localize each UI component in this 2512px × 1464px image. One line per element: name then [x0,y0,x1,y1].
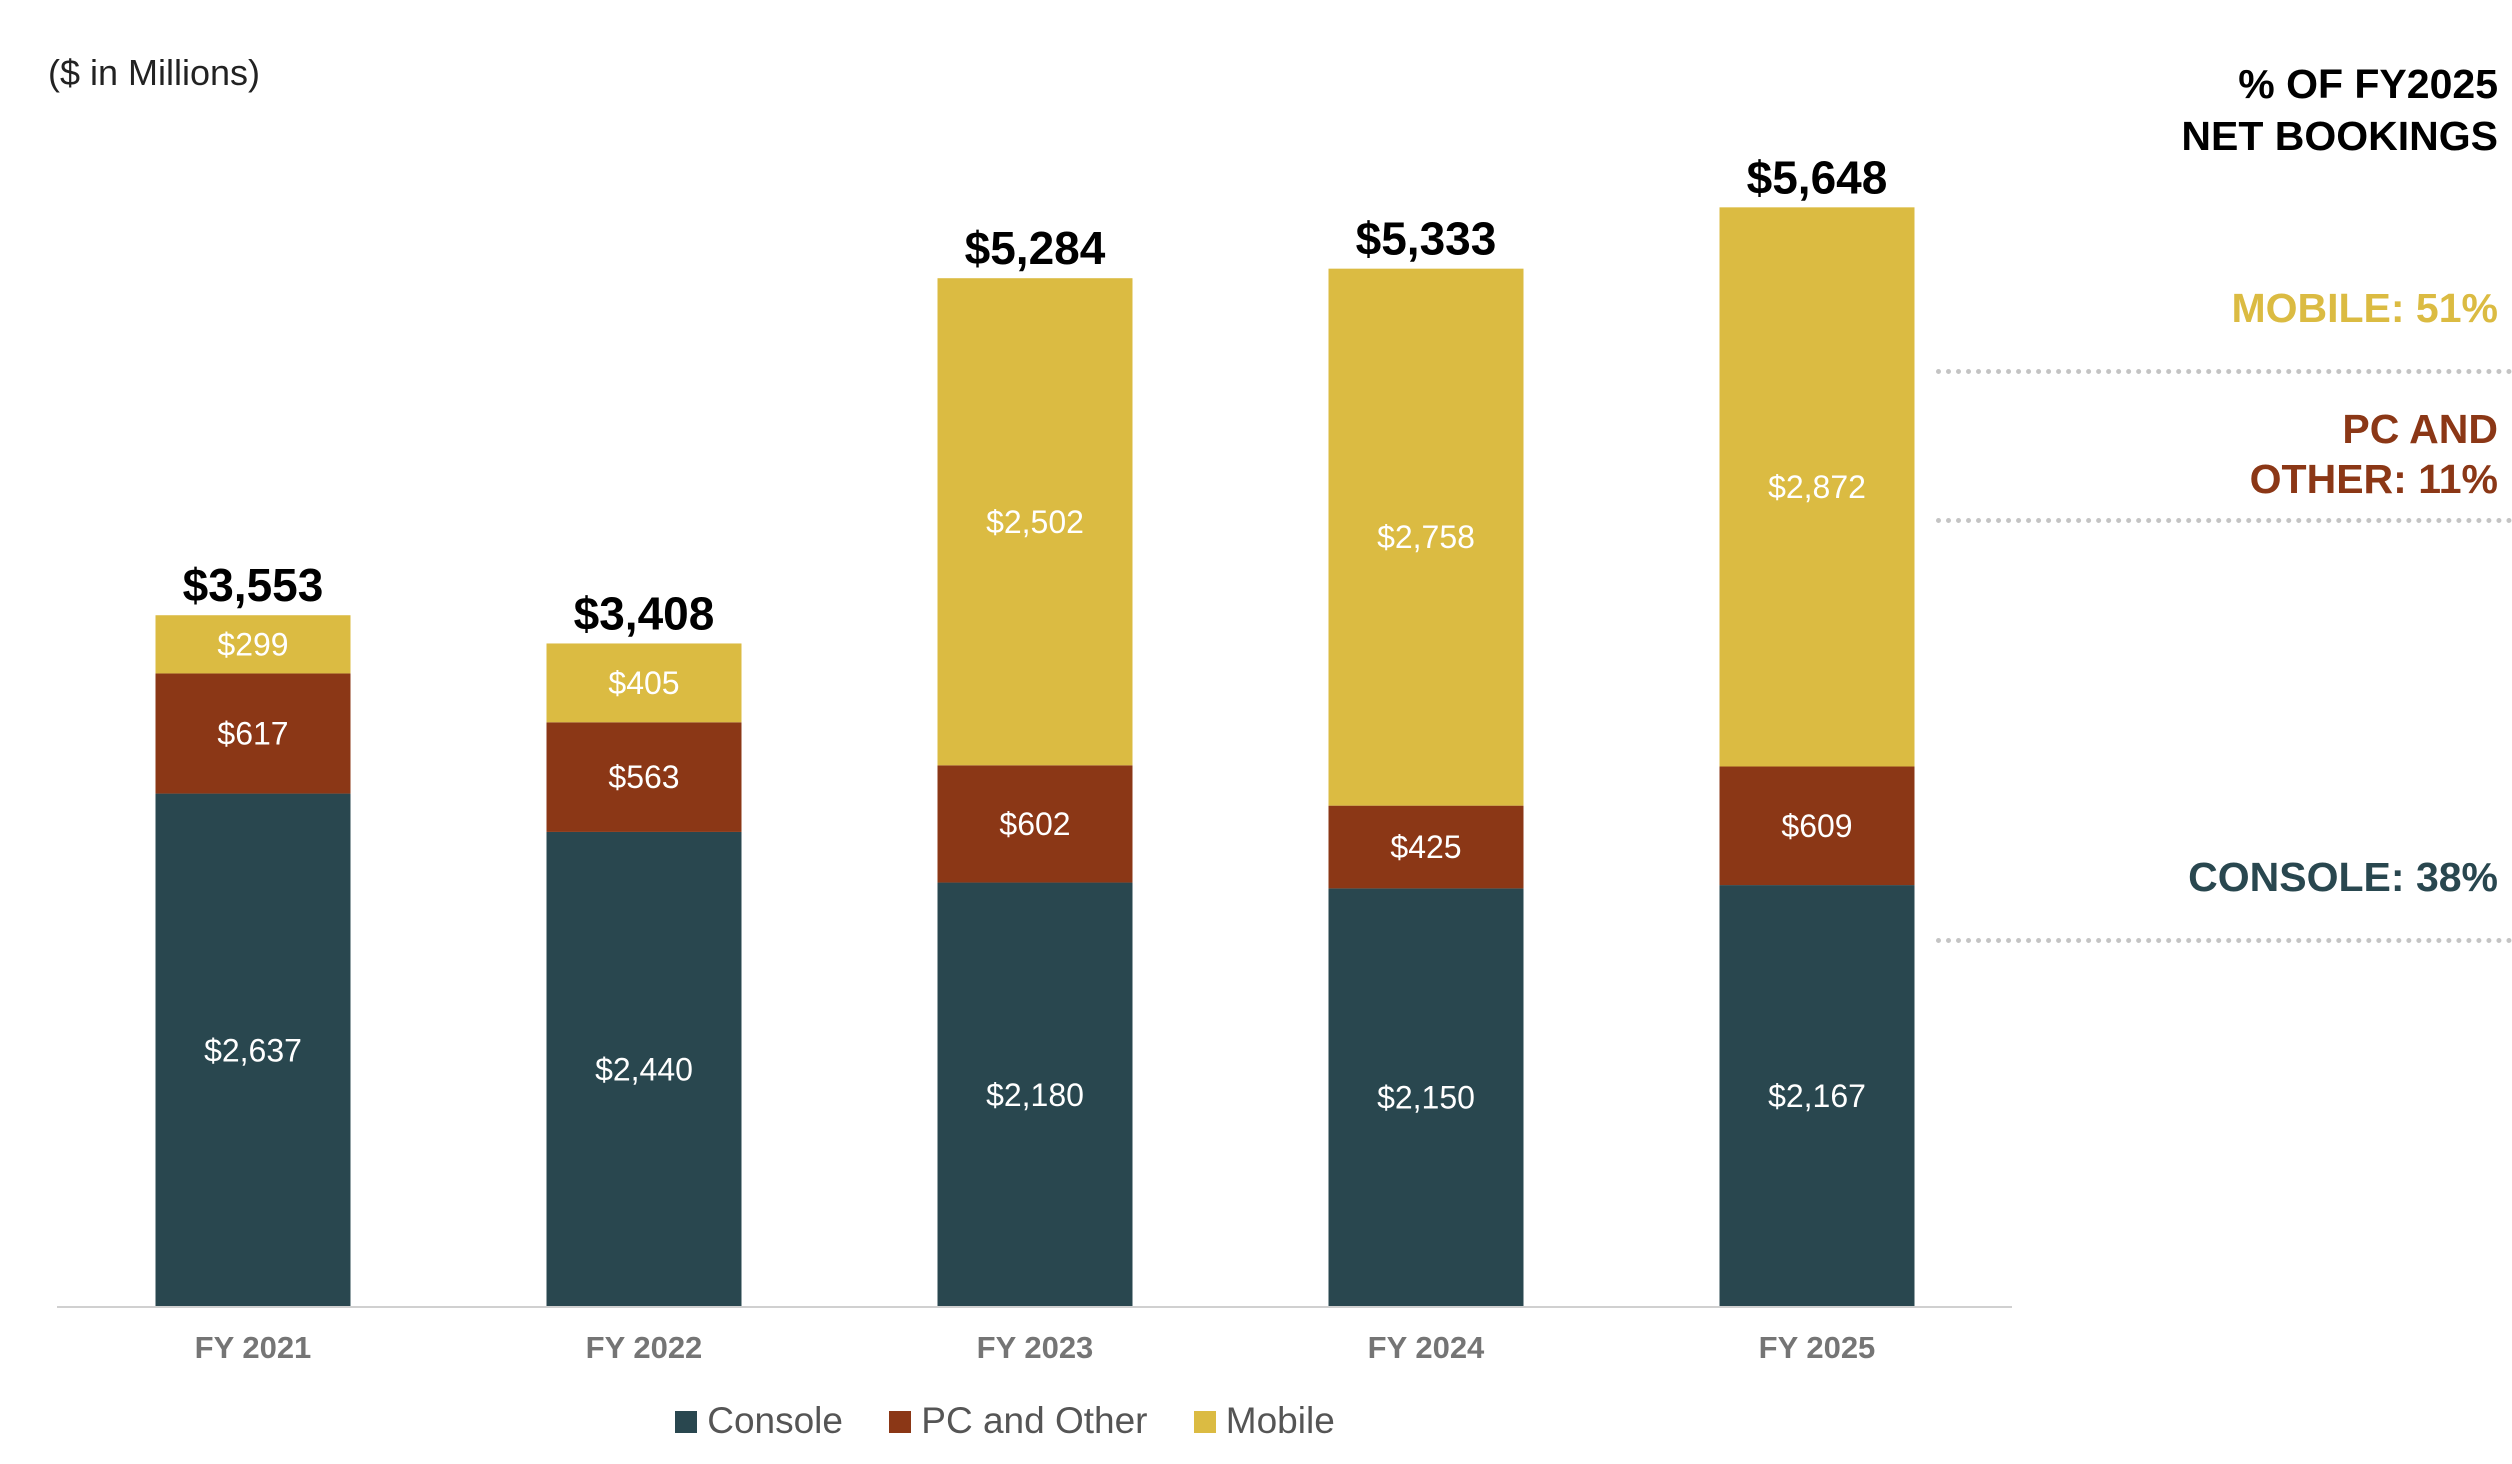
legend-swatch-mobile [1193,1411,1216,1433]
console-share-label: CONSOLE: 38% [1898,852,2498,902]
pc-share-text-line2: OTHER: 11% [2249,456,2498,502]
bar-segment-console-fy-2023 [937,882,1133,1307]
legend-label-mobile: Mobile [1225,1400,1335,1441]
bar-segment-mobile-fy-2021 [155,615,351,674]
data-label-mobile-fy-2023: $2,502 [986,504,1084,540]
legend-label-pc-and-other: PC and Other [921,1400,1148,1441]
bar-segment-console-fy-2021 [155,793,351,1307]
total-label-fy-2023: $5,284 [965,222,1106,274]
mobile-share-text: MOBILE: 51% [2231,285,2498,331]
data-label-console-fy-2022: $2,440 [595,1051,693,1087]
legend-item-mobile: Mobile [1193,1400,1335,1442]
data-label-console-fy-2023: $2,180 [986,1077,1084,1113]
bar-segment-pc-and-other-fy-2022 [546,722,742,832]
legend-swatch-console [675,1411,698,1433]
x-tick-label-fy-2025: FY 2025 [1759,1330,1876,1365]
bar-segment-mobile-fy-2023 [937,278,1133,766]
bar-segment-console-fy-2024 [1328,888,1524,1307]
console-divider [1936,938,2512,943]
legend-swatch-pc-and-other [889,1411,912,1433]
bar-segment-console-fy-2022 [546,831,742,1307]
bar-segment-pc-and-other-fy-2021 [155,673,351,794]
pc-divider [1936,518,2512,523]
data-label-console-fy-2025: $2,167 [1768,1078,1866,1114]
data-label-pc-and-other-fy-2024: $425 [1390,829,1461,865]
data-label-pc-and-other-fy-2025: $609 [1781,808,1852,844]
bar-segment-pc-and-other-fy-2023 [937,765,1133,883]
chart-legend: Console PC and Other Mobile [0,1400,2010,1442]
total-label-fy-2024: $5,333 [1356,213,1497,265]
pc-share-label: PC AND OTHER: 11% [1898,404,2498,504]
bar-segment-mobile-fy-2025 [1719,207,1915,767]
data-label-mobile-fy-2024: $2,758 [1377,519,1475,555]
share-panel-title: % OF FY2025 NET BOOKINGS [1898,58,2498,162]
bar-segment-mobile-fy-2022 [546,643,742,723]
x-tick-label-fy-2023: FY 2023 [977,1330,1094,1365]
total-label-fy-2021: $3,553 [183,559,324,611]
data-label-mobile-fy-2022: $405 [608,665,679,701]
bar-segment-mobile-fy-2024 [1328,268,1524,806]
mobile-share-label: MOBILE: 51% [1898,283,2498,333]
legend-item-pc-and-other: PC and Other [889,1400,1148,1442]
share-panel-title-line1: % OF FY2025 [2238,61,2498,107]
unit-label: ($ in Millions) [48,52,261,93]
data-label-console-fy-2024: $2,150 [1377,1080,1475,1116]
total-label-fy-2025: $5,648 [1747,151,1888,203]
data-label-console-fy-2021: $2,637 [204,1032,302,1068]
data-label-mobile-fy-2021: $299 [217,626,288,662]
x-tick-label-fy-2021: FY 2021 [195,1330,312,1365]
total-label-fy-2022: $3,408 [574,587,715,639]
x-tick-label-fy-2024: FY 2024 [1368,1330,1485,1365]
data-label-pc-and-other-fy-2022: $563 [608,759,679,795]
bar-segment-pc-and-other-fy-2024 [1328,805,1524,889]
data-label-mobile-fy-2025: $2,872 [1768,469,1866,505]
bar-segment-pc-and-other-fy-2025 [1719,766,1915,886]
data-label-pc-and-other-fy-2021: $617 [217,716,288,752]
data-label-pc-and-other-fy-2023: $602 [999,806,1070,842]
console-share-text: CONSOLE: 38% [2188,854,2498,900]
legend-item-console: Console [675,1400,843,1442]
x-tick-label-fy-2022: FY 2022 [586,1330,703,1365]
mobile-divider [1936,369,2512,374]
legend-label-console: Console [707,1400,843,1441]
pc-share-text-line1: PC AND [2342,406,2498,452]
share-panel-title-line2: NET BOOKINGS [2181,113,2498,159]
bar-segment-console-fy-2025 [1719,885,1915,1307]
